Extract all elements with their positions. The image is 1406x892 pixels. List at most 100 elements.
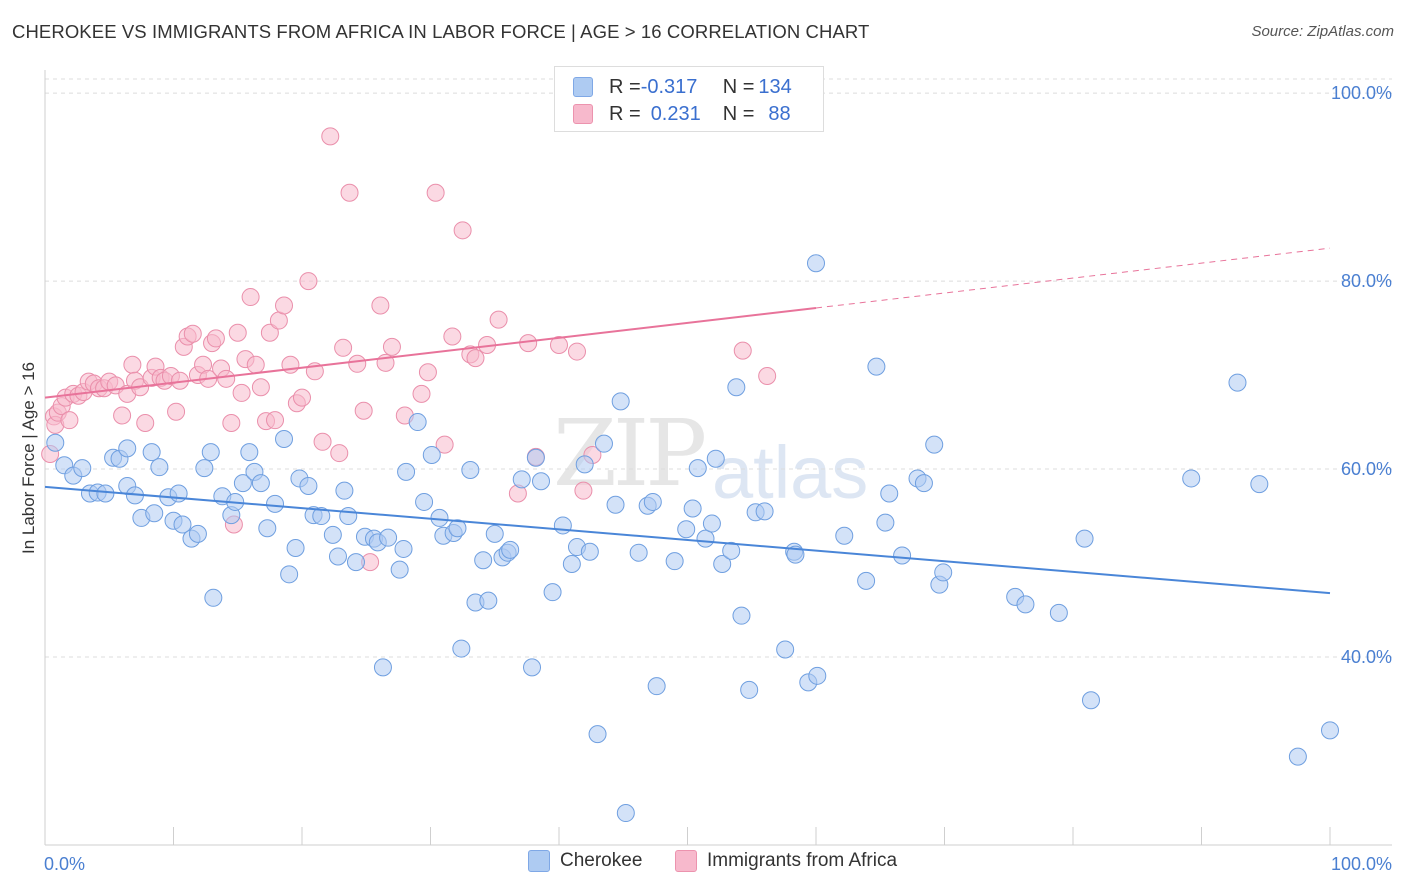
data-point <box>228 323 247 342</box>
data-point <box>96 484 115 503</box>
data-point <box>323 525 342 544</box>
data-point <box>643 492 662 511</box>
data-point <box>786 545 805 564</box>
data-point <box>925 435 944 454</box>
data-point <box>702 514 721 533</box>
data-point <box>422 445 441 464</box>
data-point <box>553 516 572 535</box>
data-point <box>258 519 277 538</box>
data-point <box>382 337 401 356</box>
data-point <box>136 413 155 432</box>
data-point <box>412 384 431 403</box>
data-point <box>269 311 288 330</box>
x-tick-label: 0.0% <box>44 854 85 874</box>
data-point <box>373 658 392 677</box>
data-point <box>461 460 480 479</box>
y-tick-label: 40.0% <box>1341 647 1392 667</box>
data-point <box>776 640 795 659</box>
data-point <box>173 515 192 534</box>
data-point <box>418 363 437 382</box>
data-point <box>312 507 331 526</box>
y-tick-label: 60.0% <box>1341 459 1392 479</box>
data-point <box>280 565 299 584</box>
data-point <box>485 524 504 543</box>
data-point <box>73 459 92 478</box>
y-tick-label: 100.0% <box>1331 83 1392 103</box>
series-cherokee <box>46 254 1339 823</box>
legend-r-value: -0.317 <box>640 75 698 98</box>
data-point <box>299 272 318 291</box>
data-point <box>934 563 953 582</box>
data-point <box>60 411 79 430</box>
data-point <box>453 221 472 240</box>
data-point <box>880 484 899 503</box>
data-point <box>222 413 241 432</box>
data-point <box>443 327 462 346</box>
data-point <box>543 583 562 602</box>
data-point <box>390 560 409 579</box>
data-point <box>740 680 759 699</box>
data-point <box>167 402 186 421</box>
trend-line <box>44 306 817 399</box>
legend-n-label: N = <box>722 102 755 125</box>
tick-labels: 40.0% 60.0% 80.0% 100.0% 0.0% 100.0% In Labor … <box>19 83 1392 874</box>
data-point <box>489 310 508 329</box>
watermark-atlas: atlas <box>712 431 869 514</box>
data-point <box>588 725 607 744</box>
legend-label-immigrants-from-africa: Immigrants from Africa <box>707 850 898 871</box>
data-point <box>46 433 65 452</box>
data-point <box>183 324 202 343</box>
data-point <box>217 369 236 388</box>
data-point <box>435 435 454 454</box>
data-point <box>188 524 207 543</box>
data-point <box>532 472 551 491</box>
data-point <box>1075 529 1094 548</box>
legend-item-cherokee: Cherokee <box>528 850 642 872</box>
data-point <box>479 591 498 610</box>
data-point <box>118 439 137 458</box>
data-point <box>195 459 214 478</box>
data-point <box>1321 721 1339 740</box>
data-point <box>1182 469 1201 488</box>
data-point <box>683 499 702 518</box>
data-point <box>415 492 434 511</box>
data-point <box>251 474 270 493</box>
data-point <box>867 357 886 376</box>
data-point <box>594 434 613 453</box>
data-point <box>371 296 390 315</box>
legend-swatch-cherokee <box>528 850 550 872</box>
data-point <box>466 349 485 368</box>
legend-n-value: 88 <box>768 102 791 125</box>
data-point <box>688 459 707 478</box>
legend-row-immigrants-from-africa: R = 0.231 N = 88 <box>573 101 791 127</box>
data-point <box>150 458 169 477</box>
data-point <box>677 520 696 539</box>
data-point <box>430 508 449 527</box>
data-point <box>706 449 725 468</box>
data-point <box>321 127 340 146</box>
data-point <box>512 470 531 489</box>
data-point <box>397 462 416 481</box>
data-point <box>713 554 732 573</box>
chart-title: CHEROKEE VS IMMIGRANTS FROM AFRICA IN LA… <box>12 21 870 42</box>
data-point <box>379 528 398 547</box>
legend-item-immigrants-from-africa: Immigrants from Africa <box>675 850 897 872</box>
data-point <box>266 494 285 513</box>
data-point <box>204 588 223 607</box>
data-point <box>575 455 594 474</box>
data-point <box>340 183 359 202</box>
data-point <box>293 388 311 407</box>
data-point <box>1081 691 1100 710</box>
legend-r-label: R = <box>609 102 641 125</box>
data-point <box>857 571 876 590</box>
data-point <box>348 354 367 373</box>
data-point <box>251 378 270 397</box>
data-point <box>142 443 161 462</box>
data-point <box>1228 373 1247 392</box>
legend-n-label: N = <box>722 75 755 98</box>
data-point <box>611 392 630 411</box>
data-point <box>233 474 252 493</box>
data-point <box>526 448 545 467</box>
data-point <box>334 338 353 357</box>
